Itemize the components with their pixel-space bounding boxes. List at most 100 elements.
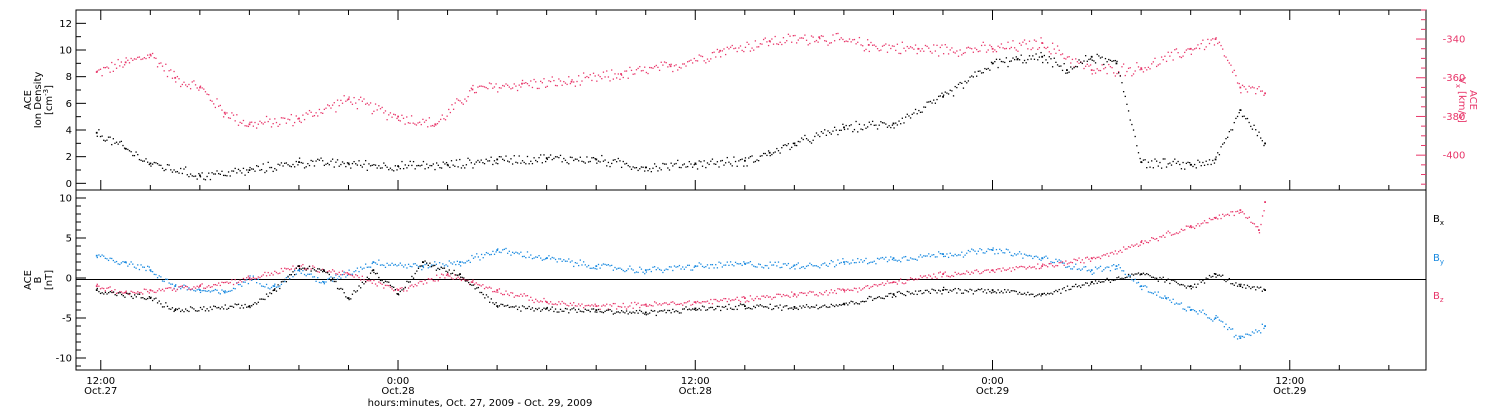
bx-series-point — [800, 307, 803, 309]
density-series-point — [1032, 55, 1034, 57]
density-series-point — [716, 161, 719, 163]
vx-series-key-point — [95, 71, 98, 73]
density-series-point — [1198, 161, 1201, 163]
vx-series-point — [625, 70, 628, 72]
density-series-point — [609, 165, 611, 168]
density-series-point — [569, 156, 572, 158]
bz-series-point — [1002, 267, 1004, 269]
by-series-point — [853, 262, 856, 264]
vx-series-point — [523, 82, 525, 84]
vx-series-point — [743, 50, 745, 53]
bz-series-point — [1245, 216, 1247, 219]
density-series-point — [254, 170, 256, 172]
by-series-point — [252, 275, 254, 277]
vx-series-point — [860, 44, 862, 46]
bz-series-point — [952, 275, 955, 277]
density-series-point — [505, 155, 507, 157]
by-series-point — [805, 265, 808, 267]
density-series-point — [564, 159, 567, 161]
by-series-point — [1080, 269, 1082, 271]
density-series-point — [601, 154, 603, 157]
by-series-point — [868, 262, 870, 264]
vx-series-point — [1139, 69, 1141, 71]
vx-series-point — [771, 38, 773, 40]
bx-series-point — [274, 288, 276, 290]
density-series-point — [939, 95, 941, 97]
bx-series-point — [620, 310, 623, 312]
vx-series-point — [366, 102, 368, 104]
bz-series-point — [939, 271, 941, 273]
by-series-point — [614, 266, 616, 269]
bx-series-point — [394, 289, 397, 291]
by-series-key-point — [1214, 317, 1217, 319]
vx-series-point — [115, 67, 118, 69]
vx-series-point — [158, 62, 160, 65]
by-series-point — [698, 262, 700, 264]
vx-series-key-point — [1239, 86, 1242, 89]
bz-series-point — [690, 304, 692, 306]
bz-series-point — [449, 275, 451, 277]
density-series-point — [868, 121, 870, 123]
bz-series-point — [832, 292, 834, 294]
bx-series-point — [693, 308, 695, 311]
bx-series-point — [188, 310, 190, 313]
vx-series-point — [1045, 47, 1047, 50]
vx-series-point — [672, 70, 674, 73]
bz-series-point — [379, 282, 382, 284]
vx-series-key-point — [917, 47, 920, 50]
bz-series-point — [946, 275, 948, 277]
by-series-point — [632, 269, 634, 271]
vx-series-point — [675, 64, 677, 66]
bz-series-point — [1020, 265, 1022, 268]
by-series-point — [754, 266, 757, 268]
vx-series-point — [1129, 67, 1131, 69]
by-series-point — [150, 270, 152, 273]
bz-series-point — [140, 291, 142, 294]
bx-series-point — [556, 311, 558, 313]
bz-series-point — [388, 284, 390, 287]
vx-series-point — [549, 80, 552, 83]
density-series-point — [366, 169, 368, 171]
bx-series-point — [1139, 274, 1141, 276]
by-series-point — [784, 263, 786, 265]
density-series-point — [883, 122, 885, 124]
density-series-point — [336, 159, 339, 161]
bx-series-point — [1030, 293, 1032, 295]
bx-series-point — [451, 272, 454, 274]
by-series-point — [322, 280, 324, 283]
vx-series-point — [1066, 56, 1069, 58]
bx-series-point — [523, 306, 525, 308]
density-series-point — [198, 172, 200, 175]
by-series-key-point — [174, 285, 177, 287]
bz-series-key-point — [397, 289, 400, 291]
bz-series-point — [535, 298, 537, 300]
bx-series-point — [1231, 283, 1234, 285]
bx-series-point — [683, 308, 686, 310]
bz-series-point — [766, 295, 768, 297]
bz-series-point — [944, 271, 946, 273]
bx-series-point — [873, 297, 875, 300]
by-series-point — [500, 251, 502, 254]
bz-series-point — [868, 287, 870, 290]
by-series-point — [461, 261, 463, 263]
vx-series-point — [951, 47, 953, 49]
density-series-point — [508, 161, 510, 163]
density-series-point — [538, 157, 540, 159]
density-series-point — [1245, 118, 1247, 120]
vx-series-point — [336, 99, 339, 101]
bx-series-point — [358, 285, 360, 287]
by-series-point — [538, 254, 540, 257]
density-series-point — [1162, 158, 1164, 160]
by-series-point — [842, 258, 844, 260]
vx-series-point — [642, 69, 644, 72]
density-series-point — [130, 151, 132, 153]
by-series-key-point — [1189, 309, 1192, 311]
bz-series-point — [987, 269, 989, 271]
vx-series-point — [827, 44, 829, 46]
bz-series-point — [890, 282, 892, 284]
density-series-point — [635, 166, 638, 169]
density-series-point — [1027, 58, 1029, 61]
bz-series-key-point — [1041, 265, 1044, 267]
density-series-point — [607, 161, 610, 164]
bx-series-point — [1116, 277, 1118, 279]
